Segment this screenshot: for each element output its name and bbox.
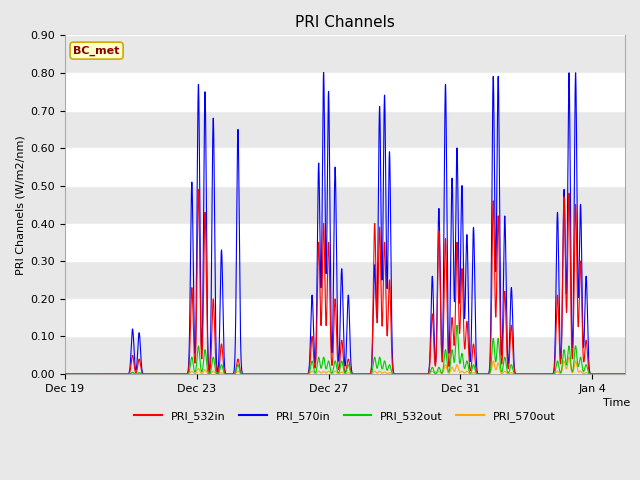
X-axis label: Time: Time	[604, 398, 630, 408]
Bar	[65, 36, 625, 73]
Title: PRI Channels: PRI Channels	[295, 15, 395, 30]
Bar	[65, 186, 625, 224]
Bar	[65, 336, 625, 374]
Text: BC_met: BC_met	[74, 46, 120, 56]
Y-axis label: PRI Channels (W/m2/nm): PRI Channels (W/m2/nm)	[15, 135, 25, 275]
Legend: PRI_532in, PRI_570in, PRI_532out, PRI_570out: PRI_532in, PRI_570in, PRI_532out, PRI_57…	[130, 407, 560, 426]
Bar	[65, 110, 625, 148]
Bar	[65, 261, 625, 299]
